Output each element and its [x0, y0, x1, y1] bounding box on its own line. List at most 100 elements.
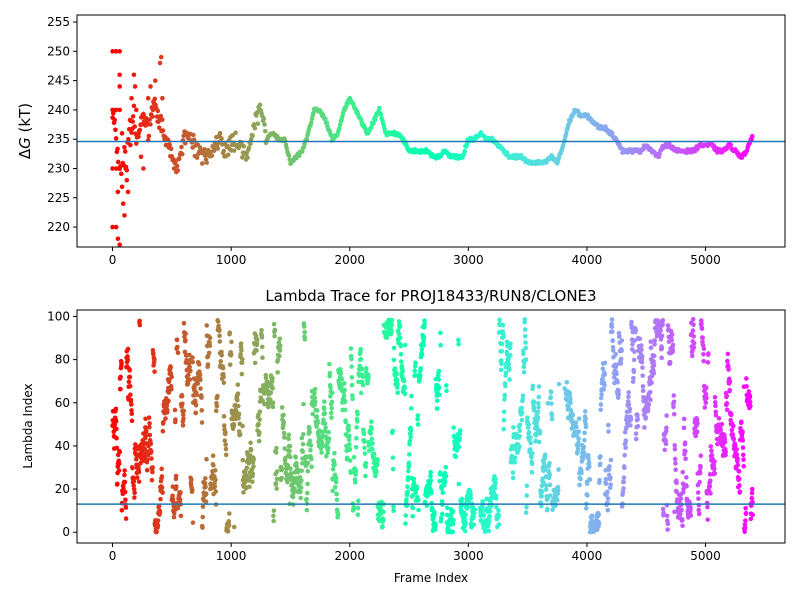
lambda-point	[623, 438, 629, 443]
lambda-point	[116, 468, 122, 473]
lambda-point	[544, 483, 549, 488]
lambda-point	[508, 353, 513, 358]
y-axis-label: Lambda Index	[21, 383, 35, 468]
delta-g-point	[113, 166, 119, 171]
lambda-point	[462, 528, 468, 534]
lambda-point	[328, 385, 333, 390]
lambda-point	[116, 461, 122, 467]
lambda-point	[531, 399, 537, 405]
lambda-point	[304, 496, 309, 502]
lambda-point	[380, 517, 386, 523]
lambda-point	[298, 495, 303, 501]
lambda-point	[496, 522, 502, 527]
lambda-point	[602, 382, 607, 388]
lambda-point	[638, 343, 644, 348]
lambda-point	[740, 445, 746, 450]
lambda-point	[606, 429, 611, 434]
lambda-point	[742, 529, 747, 535]
lambda-point	[129, 408, 134, 413]
lambda-point	[252, 360, 258, 366]
lambda-point	[333, 475, 339, 481]
lambda-point	[181, 416, 186, 421]
lambda-point	[315, 420, 321, 426]
lambda-point	[272, 327, 278, 333]
lambda-point	[152, 357, 157, 362]
lambda-point	[584, 481, 590, 486]
lambda-point	[523, 340, 528, 345]
delta-g-point	[147, 117, 152, 122]
lambda-point	[609, 324, 615, 330]
lambda-point	[413, 360, 418, 365]
lambda-point	[279, 405, 285, 410]
lambda-point	[543, 487, 549, 492]
lambda-point	[485, 523, 491, 529]
lambda-point	[279, 475, 284, 481]
delta-g-point	[308, 120, 314, 126]
lambda-point	[136, 469, 142, 475]
lambda-point	[282, 435, 287, 440]
lambda-point	[173, 417, 178, 422]
lambda-point	[279, 467, 285, 472]
lambda-point	[619, 338, 625, 343]
lambda-point	[695, 490, 701, 495]
lambda-point	[707, 478, 713, 484]
lambda-point	[145, 457, 150, 463]
lambda-point	[622, 429, 628, 435]
lambda-point	[494, 504, 499, 510]
lambda-point	[270, 400, 276, 406]
lambda-point	[354, 425, 359, 430]
lambda-point	[743, 505, 748, 511]
lambda-point	[652, 338, 658, 343]
lambda-point	[184, 358, 189, 363]
lambda-point	[744, 384, 749, 389]
lambda-point	[287, 454, 293, 460]
lambda-point	[743, 518, 748, 523]
lambda-point	[718, 427, 724, 432]
lambda-point	[349, 375, 355, 380]
lambda-point	[647, 389, 653, 395]
lambda-point	[576, 436, 581, 442]
lambda-point	[412, 368, 418, 373]
lambda-point	[642, 425, 647, 430]
delta-g-point	[160, 128, 166, 133]
delta-g-point	[110, 166, 115, 171]
lambda-point	[310, 411, 316, 417]
lambda-point	[542, 452, 548, 458]
lambda-point	[353, 468, 359, 473]
delta-g-point	[284, 146, 290, 151]
delta-g-point	[568, 117, 573, 123]
lambda-point	[154, 529, 159, 535]
lambda-point	[226, 519, 232, 524]
lambda-point	[493, 496, 499, 501]
lambda-point	[284, 466, 289, 472]
lambda-point	[618, 356, 624, 362]
lambda-point	[408, 434, 414, 440]
lambda-point	[159, 466, 164, 472]
lambda-point	[251, 457, 257, 462]
lambda-point	[325, 450, 331, 456]
lambda-point	[363, 460, 369, 466]
lambda-point	[510, 475, 516, 481]
lambda-point	[402, 342, 408, 348]
lambda-point	[428, 478, 434, 483]
lambda-point	[257, 409, 263, 415]
lambda-point	[217, 333, 222, 339]
delta-g-point	[132, 124, 138, 129]
lambda-point	[605, 507, 611, 513]
lambda-point	[329, 390, 335, 396]
lambda-point	[683, 448, 688, 454]
lambda-point	[671, 404, 676, 410]
lambda-point	[212, 484, 218, 489]
lambda-point	[136, 479, 142, 484]
lambda-point	[349, 382, 355, 388]
lambda-point	[610, 344, 616, 350]
lambda-point	[274, 476, 280, 482]
delta-g-point	[250, 133, 255, 139]
lambda-point	[682, 440, 688, 446]
lambda-point	[547, 482, 553, 488]
lambda-point	[450, 521, 456, 527]
delta-g-point	[132, 84, 138, 89]
lambda-point	[148, 449, 154, 454]
lambda-point	[633, 327, 639, 333]
lambda-point	[519, 410, 525, 416]
